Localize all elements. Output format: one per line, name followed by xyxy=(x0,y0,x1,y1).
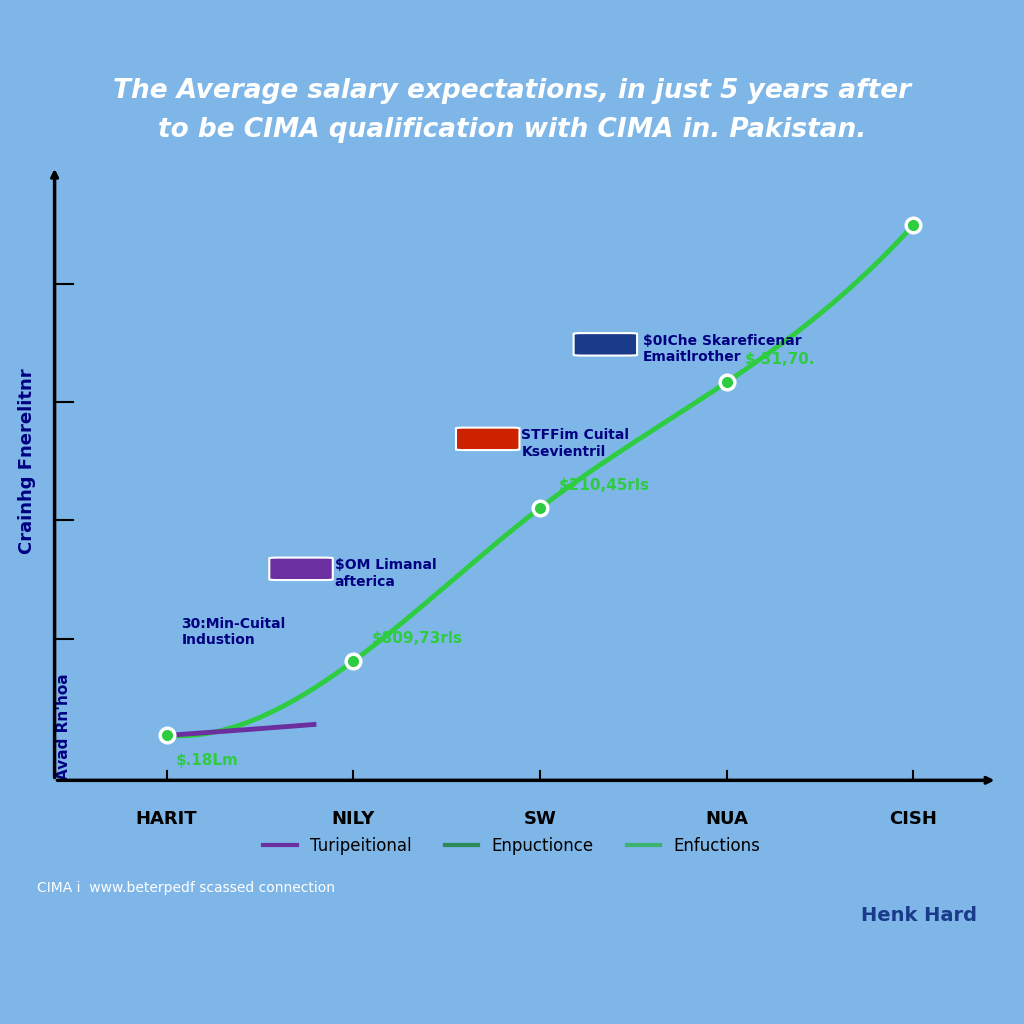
Text: $.18Lm: $.18Lm xyxy=(176,753,239,768)
Text: Henk Hard: Henk Hard xyxy=(861,905,977,925)
Text: The Average salary expectations, in just 5 years after: The Average salary expectations, in just… xyxy=(113,78,911,104)
Text: STFFim Cuital
Ksevientril: STFFim Cuital Ksevientril xyxy=(521,428,630,459)
Text: CIMA i  www.beterpedf scassed connection: CIMA i www.beterpedf scassed connection xyxy=(37,882,335,895)
Text: $ 31,70.: $ 31,70. xyxy=(745,352,815,368)
Text: to be CIMA qualification with CIMA in. Pakistan.: to be CIMA qualification with CIMA in. P… xyxy=(158,117,866,142)
Text: NILY: NILY xyxy=(332,810,375,827)
Text: Crainhg Fnerelitnr: Crainhg Fnerelitnr xyxy=(17,369,36,554)
Text: HARIT: HARIT xyxy=(136,810,198,827)
FancyBboxPatch shape xyxy=(456,428,519,451)
Text: CISH: CISH xyxy=(890,810,937,827)
Text: $OM Limanal
afterica: $OM Limanal afterica xyxy=(335,558,436,589)
Text: 30:Min-Cuital
Industion: 30:Min-Cuital Industion xyxy=(181,617,286,647)
Text: $809,73rls: $809,73rls xyxy=(372,632,463,646)
Legend: Turipeitional, Enpuctionce, Enfuctions: Turipeitional, Enpuctionce, Enfuctions xyxy=(257,830,767,861)
Text: Avad Rn'hoa: Avad Rn'hoa xyxy=(56,674,72,780)
Text: $210,45rls: $210,45rls xyxy=(559,478,649,494)
FancyBboxPatch shape xyxy=(269,558,333,580)
Text: SW: SW xyxy=(523,810,556,827)
Text: NUA: NUA xyxy=(706,810,749,827)
FancyBboxPatch shape xyxy=(573,333,637,355)
Text: $0IChe Skareficenar
Emaitlrother: $0IChe Skareficenar Emaitlrother xyxy=(643,334,802,365)
